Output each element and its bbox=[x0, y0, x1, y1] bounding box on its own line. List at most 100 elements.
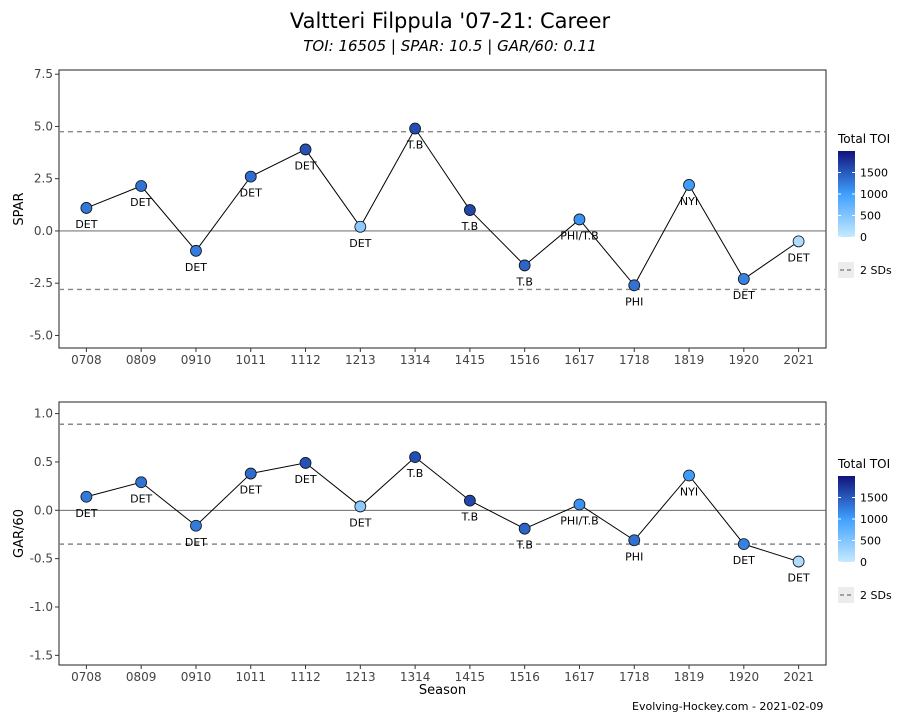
team-label: DET bbox=[185, 261, 207, 274]
team-label: T.B bbox=[406, 467, 423, 480]
data-point bbox=[80, 202, 93, 214]
y-tick-label: -5.0 bbox=[30, 328, 53, 342]
legend-colorbar bbox=[838, 151, 855, 237]
team-label: DET bbox=[130, 196, 152, 209]
team-label: DET bbox=[294, 159, 316, 172]
panel-gar60: -1.5 -1.0 -0.5 0.0 0.5 1.0 0708 0809 0910 1011 111… bbox=[12, 401, 892, 698]
series-line bbox=[86, 127, 799, 287]
legend-tick-label: 500 bbox=[860, 535, 881, 548]
team-label: DET bbox=[788, 572, 810, 585]
y-tick-label: 0.0 bbox=[34, 224, 53, 238]
y-tick-label: -1.0 bbox=[30, 600, 53, 614]
y-tick-label: -0.5 bbox=[30, 552, 53, 566]
x-tick-label: 0809 bbox=[126, 670, 157, 684]
team-label: DET bbox=[349, 237, 371, 250]
x-tick-label: 0809 bbox=[126, 353, 157, 367]
y-axis-label: GAR/60 bbox=[12, 509, 27, 558]
legend-tick-label: 0 bbox=[860, 556, 867, 569]
data-point bbox=[518, 259, 531, 272]
legend-title: Total TOI bbox=[837, 132, 890, 146]
data-point bbox=[573, 213, 586, 226]
data-point bbox=[299, 457, 312, 469]
data-point bbox=[737, 538, 750, 551]
data-point bbox=[190, 244, 202, 257]
legend-tick-label: 0 bbox=[860, 231, 867, 244]
legend-tick-label: 500 bbox=[860, 210, 881, 223]
data-point bbox=[135, 180, 148, 192]
team-label: PHI/T.B bbox=[560, 229, 598, 242]
team-label: DET bbox=[185, 536, 207, 549]
data-point bbox=[244, 467, 257, 480]
legend-key-bg bbox=[838, 587, 854, 603]
data-point bbox=[683, 179, 695, 191]
x-tick-label: 1617 bbox=[564, 670, 595, 684]
chart-subtitle: TOI: 16505 | SPAR: 10.5 | GAR/60: 0.11 bbox=[303, 37, 597, 55]
team-label: DET bbox=[240, 484, 262, 497]
team-label: DET bbox=[240, 187, 262, 200]
x-tick-label: 0708 bbox=[71, 670, 102, 684]
team-label: NYI bbox=[680, 195, 698, 208]
legend-dash-label: 2 SDs bbox=[860, 589, 892, 602]
y-tick-label: 0.5 bbox=[34, 455, 53, 469]
series-line bbox=[86, 456, 799, 563]
legend-tick-label: 1500 bbox=[860, 167, 888, 180]
data-point bbox=[190, 519, 202, 532]
x-tick-label: 1011 bbox=[235, 353, 266, 367]
x-tick-label: 2021 bbox=[783, 353, 814, 367]
team-label: DET bbox=[788, 251, 810, 264]
legend-title: Total TOI bbox=[837, 457, 890, 471]
team-label: DET bbox=[75, 218, 97, 231]
team-label: DET bbox=[733, 554, 755, 567]
y-axis-label: SPAR bbox=[12, 192, 27, 225]
x-tick-label: 1415 bbox=[455, 670, 486, 684]
plot-area bbox=[58, 69, 827, 349]
chart-title: Valtteri Filppula '07-21: Career bbox=[289, 9, 611, 33]
data-point bbox=[628, 279, 641, 292]
data-point bbox=[244, 170, 257, 183]
legend-dash-label: 2 SDs bbox=[860, 264, 892, 277]
x-axis-label: Season bbox=[419, 683, 466, 698]
data-point bbox=[80, 490, 93, 503]
legend-tick-label: 1000 bbox=[860, 188, 888, 201]
data-point bbox=[409, 122, 422, 135]
x-tick-label: 1819 bbox=[674, 670, 705, 684]
x-tick-label: 0910 bbox=[181, 670, 212, 684]
team-label: PHI bbox=[625, 295, 643, 308]
panel-spar: -5.0 -2.5 0.0 2.5 5.0 7.5 0708 0809 0910 1011 1112… bbox=[12, 67, 892, 367]
x-tick-label: 1718 bbox=[619, 670, 650, 684]
data-point bbox=[792, 235, 805, 248]
x-tick-label: 1516 bbox=[509, 670, 540, 684]
x-tick-label: 1112 bbox=[290, 670, 321, 684]
y-tick-label: 5.0 bbox=[34, 119, 53, 133]
data-point bbox=[135, 476, 148, 489]
data-point bbox=[518, 522, 531, 535]
team-label: NYI bbox=[680, 485, 698, 498]
team-label: T.B bbox=[461, 511, 478, 524]
x-tick-label: 1516 bbox=[509, 353, 540, 367]
team-label: DET bbox=[294, 473, 316, 486]
y-tick-label: -1.5 bbox=[30, 648, 53, 662]
legend-tick-label: 1000 bbox=[860, 513, 888, 526]
x-tick-label: 1920 bbox=[729, 670, 760, 684]
x-tick-label: 1819 bbox=[674, 353, 705, 367]
team-label: DET bbox=[733, 289, 755, 302]
data-point bbox=[299, 143, 312, 156]
data-point bbox=[792, 555, 805, 568]
x-tick-label: 1213 bbox=[345, 353, 376, 367]
data-point bbox=[463, 204, 476, 216]
toi-legend: Total TOI 0 500 1000 1500 2 SDs bbox=[837, 457, 892, 603]
data-point bbox=[354, 500, 367, 513]
toi-legend: Total TOI 0 500 1000 1500 2 SDs bbox=[837, 132, 892, 278]
x-tick-label: 1112 bbox=[290, 353, 321, 367]
team-label: DET bbox=[75, 507, 97, 520]
y-tick-label: 2.5 bbox=[34, 172, 53, 186]
data-point bbox=[409, 451, 422, 464]
team-label: T.B bbox=[515, 275, 532, 288]
x-tick-label: 1415 bbox=[455, 353, 486, 367]
y-tick-label: -2.5 bbox=[30, 276, 53, 290]
x-tick-label: 1718 bbox=[619, 353, 650, 367]
x-tick-label: 1920 bbox=[729, 353, 760, 367]
y-tick-label: 0.0 bbox=[34, 503, 53, 517]
team-label: PHI bbox=[625, 550, 643, 563]
